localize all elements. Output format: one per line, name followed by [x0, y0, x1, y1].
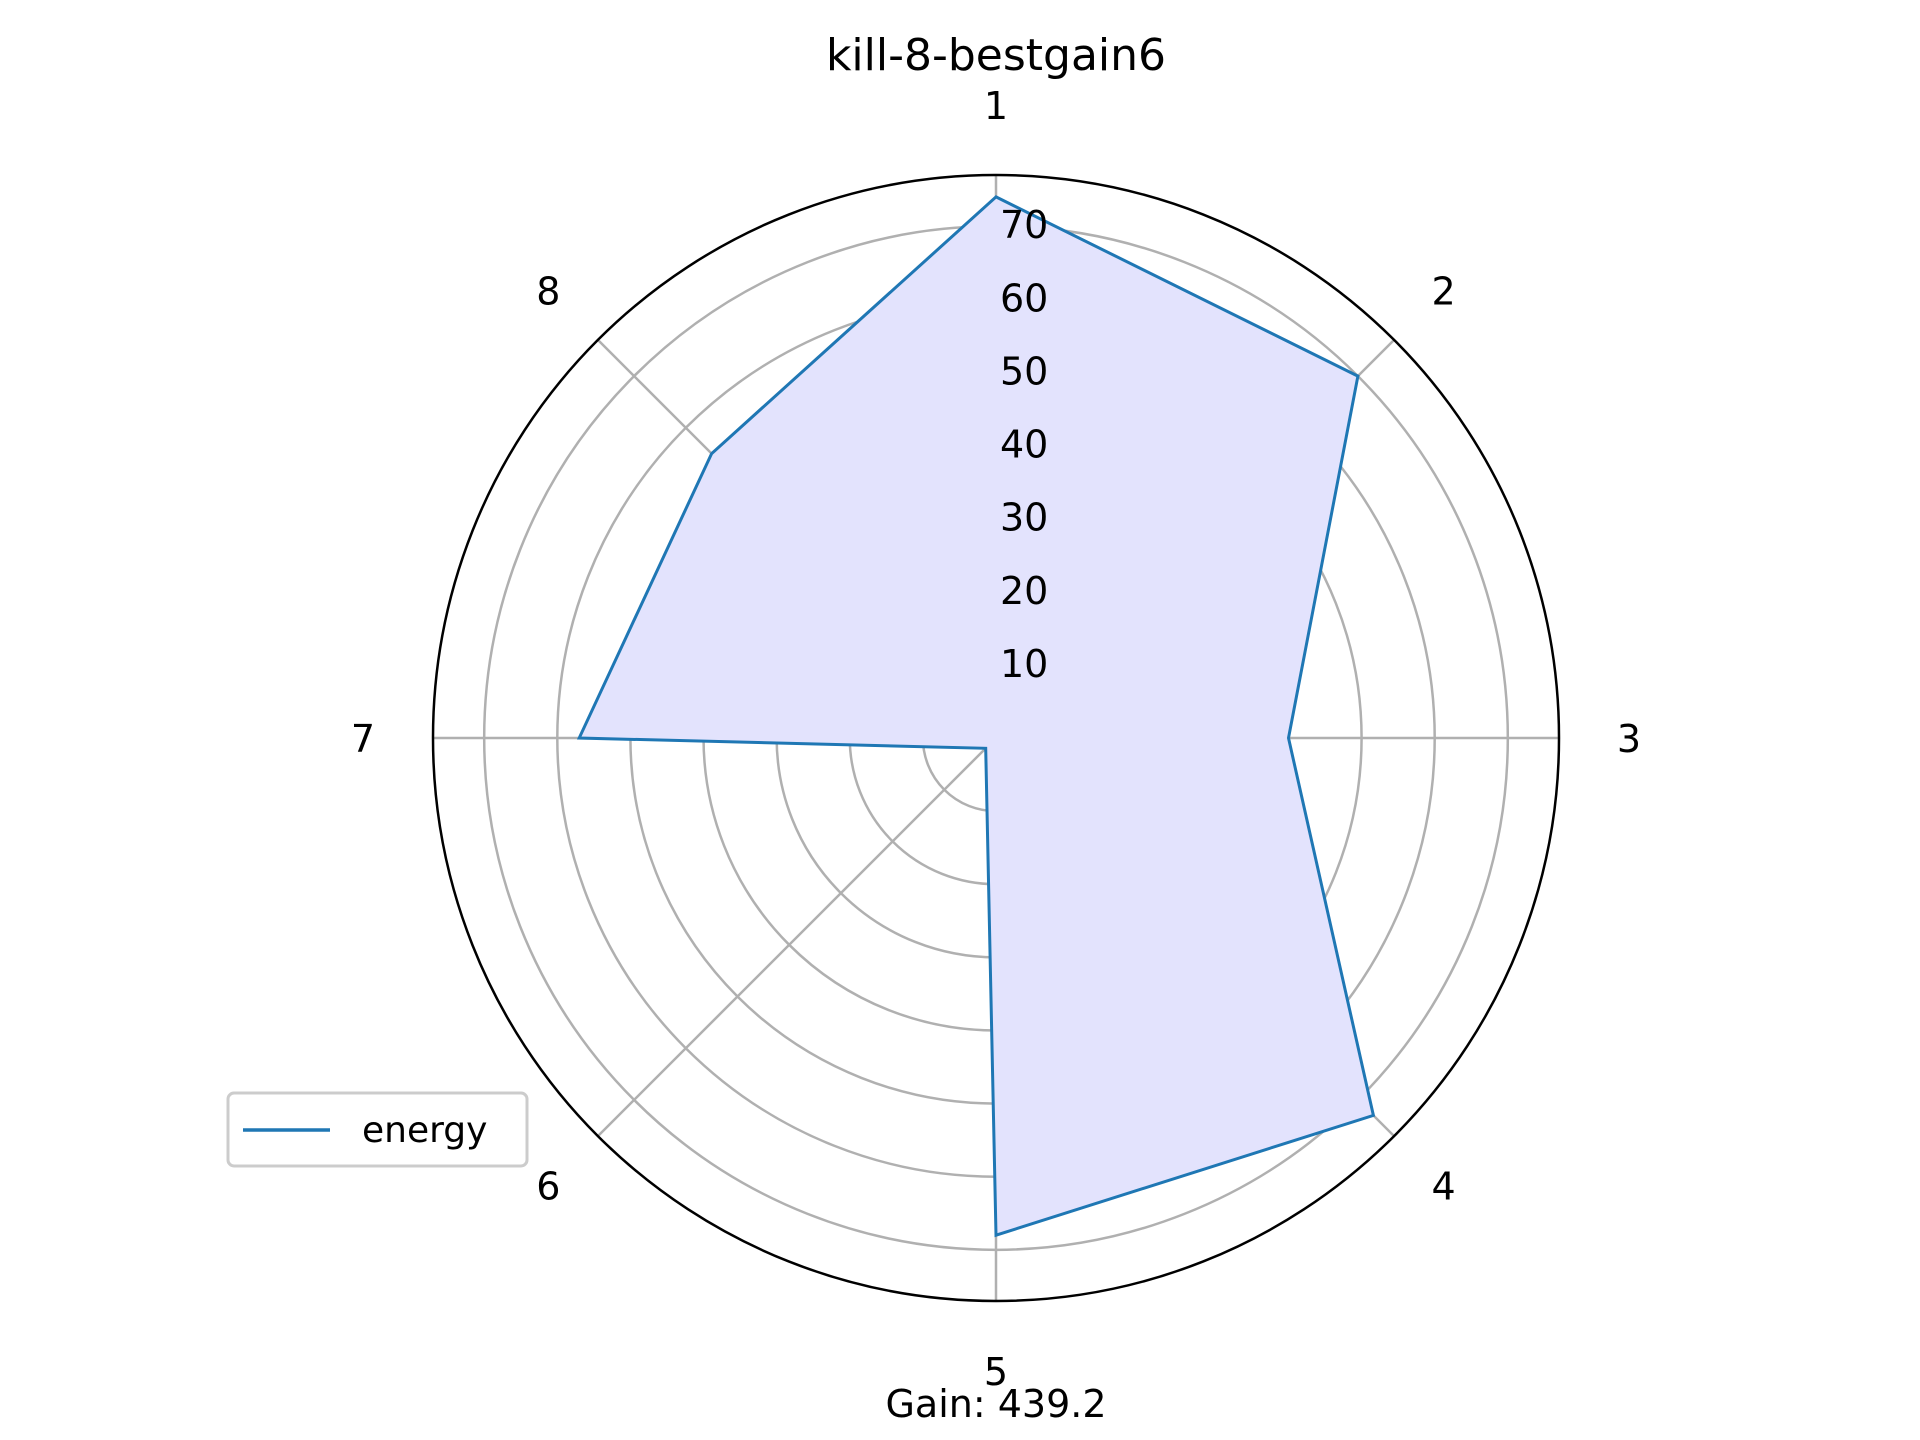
- category-label: 6: [536, 1165, 560, 1209]
- radar-labels: 10 20 30 40 50 60 70 1 2 3 4 5 6 7 8: [351, 84, 1641, 1394]
- legend-series-label: energy: [362, 1110, 487, 1151]
- category-label: 8: [536, 269, 560, 313]
- r-tick-label: 20: [1000, 569, 1048, 613]
- gain-footer: Gain: 439.2: [885, 1382, 1106, 1426]
- category-label: 4: [1432, 1165, 1456, 1209]
- r-tick-label: 60: [1000, 276, 1048, 320]
- r-tick-label: 40: [1000, 423, 1048, 467]
- radar-series: [576, 195, 1376, 1238]
- series-area: [579, 196, 1374, 1236]
- grid-spoke: [597, 737, 997, 1137]
- r-tick-label: 50: [1000, 349, 1048, 393]
- category-label: 5: [984, 1350, 1008, 1394]
- category-label: 7: [351, 717, 375, 761]
- polar-frame: [431, 173, 1561, 1303]
- legend: energy: [226, 1091, 529, 1168]
- category-label: 2: [1432, 269, 1456, 313]
- category-label: 3: [1617, 717, 1641, 761]
- category-label: 1: [984, 84, 1008, 128]
- r-tick-label: 30: [1000, 496, 1048, 540]
- r-tick-label: 70: [1000, 203, 1048, 247]
- legend-box: [226, 1091, 529, 1168]
- chart-title: kill-8-bestgain6: [826, 30, 1166, 81]
- r-tick-label: 10: [1000, 642, 1048, 686]
